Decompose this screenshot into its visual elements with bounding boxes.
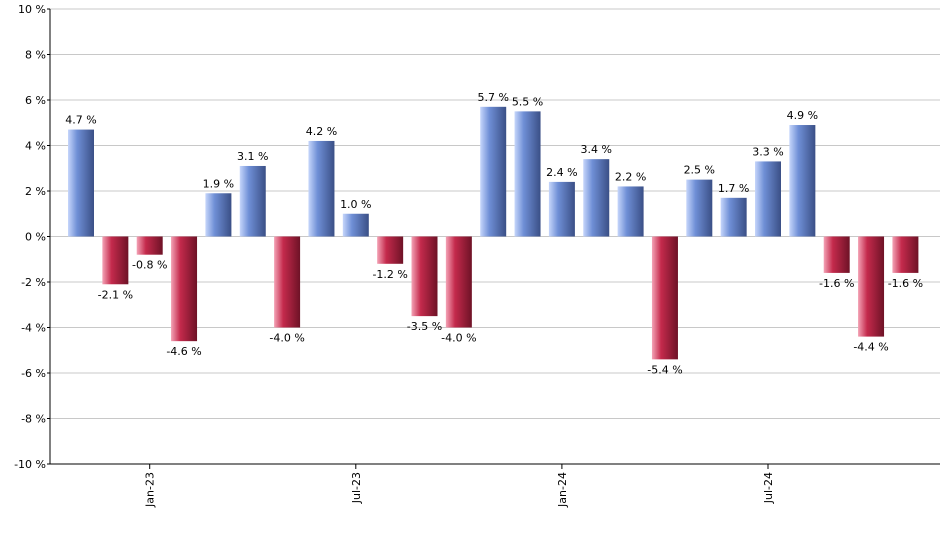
data-label: 3.1 % — [237, 150, 268, 163]
y-tick-label: 4 % — [25, 140, 46, 153]
bar — [445, 236, 472, 328]
bar — [342, 213, 369, 237]
bar — [136, 236, 163, 255]
bar — [102, 236, 129, 285]
y-tick-label: -6 % — [21, 367, 46, 380]
bar — [308, 140, 335, 237]
bar — [892, 236, 919, 273]
bar — [274, 236, 301, 328]
data-label: -0.8 % — [132, 259, 167, 272]
data-label: -4.0 % — [441, 332, 476, 345]
y-tick-label: -10 % — [14, 458, 46, 471]
bar — [205, 193, 232, 237]
bar — [239, 165, 266, 237]
data-label: 2.4 % — [546, 166, 577, 179]
data-label: -2.1 % — [98, 288, 133, 301]
data-label: 5.5 % — [512, 95, 543, 108]
bar — [755, 161, 781, 237]
x-tick-label: Jul-24 — [762, 472, 775, 504]
y-tick-label: 2 % — [25, 185, 46, 198]
bar — [583, 159, 610, 237]
x-tick-label: Jan-23 — [144, 472, 157, 508]
y-tick-label: 8 % — [25, 49, 46, 62]
bar — [171, 236, 198, 342]
data-label: 3.4 % — [581, 143, 612, 156]
data-label: 4.2 % — [306, 125, 337, 138]
data-label: -4.4 % — [853, 341, 888, 354]
data-label: -4.0 % — [269, 332, 304, 345]
data-label: -1.6 % — [888, 277, 923, 290]
data-label: 1.0 % — [340, 198, 371, 211]
data-label: 3.3 % — [752, 145, 783, 158]
bar — [68, 129, 94, 237]
x-tick-label: Jul-23 — [350, 472, 363, 504]
data-label: -3.5 % — [407, 320, 442, 333]
data-label: 4.9 % — [787, 109, 818, 122]
bar — [377, 236, 404, 264]
x-tick-label: Jan-24 — [556, 472, 569, 508]
bar — [720, 197, 747, 237]
data-label: 2.5 % — [684, 164, 715, 177]
y-tick-label: -8 % — [21, 413, 46, 426]
data-label: 2.2 % — [615, 170, 646, 183]
data-label: 5.7 % — [477, 91, 508, 104]
bar — [686, 179, 713, 237]
data-label: 1.7 % — [718, 182, 749, 195]
bar — [480, 106, 507, 237]
data-label: 1.9 % — [203, 177, 234, 190]
y-tick-label: -4 % — [21, 322, 46, 335]
bar — [514, 111, 541, 237]
bar — [651, 236, 678, 360]
data-label: 4.7 % — [65, 114, 96, 127]
y-tick-label: -2 % — [21, 276, 46, 289]
bar — [411, 236, 438, 317]
bar — [548, 181, 575, 237]
y-tick-label: 6 % — [25, 94, 46, 107]
bar — [823, 236, 850, 273]
y-tick-label: 10 % — [18, 3, 46, 16]
data-label: -4.6 % — [166, 345, 201, 358]
bar — [789, 125, 816, 237]
y-tick-label: 0 % — [25, 231, 46, 244]
data-label: -1.6 % — [819, 277, 854, 290]
data-label: -1.2 % — [372, 268, 407, 281]
bar — [858, 236, 885, 337]
bar — [617, 186, 644, 237]
data-label: -5.4 % — [647, 363, 682, 376]
